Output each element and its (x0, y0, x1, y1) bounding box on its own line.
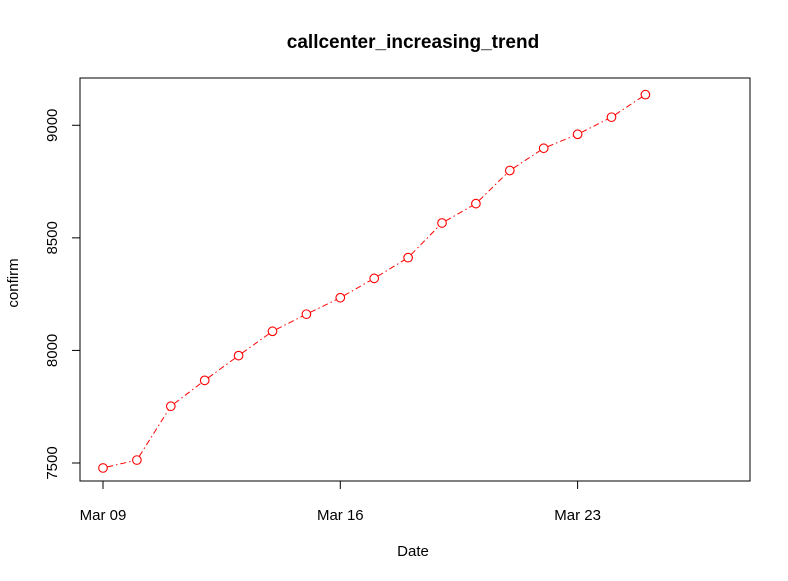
y-axis-title: confirm (5, 258, 22, 307)
y-tick-label: 8500 (44, 221, 61, 254)
series-line-segment (107, 460, 133, 468)
data-point (233, 350, 244, 361)
data-point (640, 89, 651, 100)
series-line-segment (310, 299, 337, 313)
data-point (538, 143, 549, 154)
data-point (369, 273, 380, 284)
x-tick-label: Mar 09 (80, 507, 127, 524)
data-point (98, 463, 108, 473)
series-line-segment (207, 357, 236, 379)
data-point (403, 252, 413, 263)
series-line-segment (614, 96, 643, 116)
x-axis-title: Date (397, 543, 429, 560)
y-tick-label: 7500 (44, 446, 61, 479)
series-line-segment (410, 225, 440, 255)
series-line-segment (513, 150, 541, 169)
data-point (199, 375, 210, 386)
series-line-segment (581, 118, 608, 133)
series-layer (98, 89, 651, 473)
data-point (437, 218, 447, 228)
data-point (132, 455, 142, 465)
data-point (471, 198, 481, 209)
y-tick-label: 8000 (44, 334, 61, 367)
series-line-segment (276, 315, 303, 330)
series-line-segment (478, 173, 508, 201)
data-point (504, 165, 515, 176)
data-point (301, 309, 312, 320)
series-line-segment (445, 205, 473, 222)
series-line-segment (547, 135, 574, 148)
x-tick-label: Mar 23 (554, 507, 601, 524)
series-line-segment (173, 382, 202, 405)
series-line-segment (241, 333, 270, 354)
y-tick-label: 9000 (44, 109, 61, 142)
x-axis: Mar 09 Mar 16 Mar 23 (80, 480, 601, 524)
x-tick-label: Mar 16 (317, 507, 364, 524)
series-line-segment (343, 280, 371, 297)
chart-title: callcenter_increasing_trend (287, 32, 539, 53)
data-point (267, 326, 278, 337)
y-axis: 7500 8000 8500 9000 (44, 109, 81, 480)
plot-frame (79, 77, 751, 482)
data-point (335, 292, 346, 303)
series-line-segment (138, 409, 169, 457)
data-point (606, 112, 617, 123)
series-line-segment (377, 259, 405, 277)
data-point (572, 129, 583, 140)
data-point (165, 401, 176, 412)
